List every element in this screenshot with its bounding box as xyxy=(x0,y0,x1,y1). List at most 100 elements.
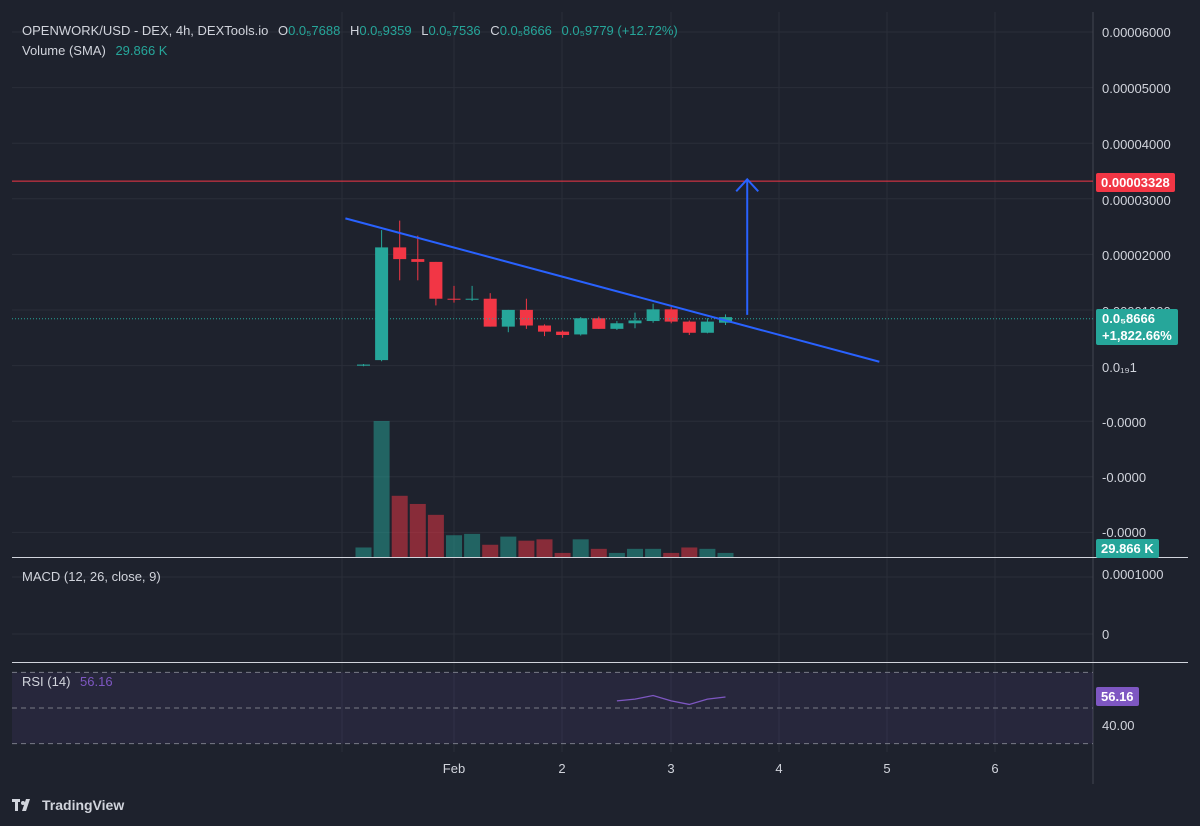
candle-body xyxy=(393,247,407,260)
target-arrow-head xyxy=(735,177,759,192)
last-price-change: +1,822.66% xyxy=(1102,328,1172,343)
candle-body xyxy=(574,318,588,335)
volume-bar xyxy=(590,548,607,557)
time-tick: 2 xyxy=(558,761,566,776)
volume-bar xyxy=(500,536,517,557)
candle xyxy=(411,235,425,281)
volume-bar xyxy=(699,548,716,557)
volume-bar xyxy=(717,552,734,557)
macd-tick: 0 xyxy=(1102,627,1110,642)
candle xyxy=(447,285,461,303)
open-label: O xyxy=(277,23,289,38)
candle-body xyxy=(610,323,624,329)
volume-bar xyxy=(536,539,553,557)
candle xyxy=(538,324,551,337)
price-tick: 0.00005000 xyxy=(1102,81,1171,96)
macd-legend: MACD (12, 26, close, 9) xyxy=(22,569,161,584)
candle-body xyxy=(447,298,461,300)
candle xyxy=(646,303,660,323)
candle-body xyxy=(700,321,714,333)
close-label: C xyxy=(490,23,500,38)
candle-body xyxy=(357,364,370,366)
candle xyxy=(574,317,588,336)
branding-text: TradingView xyxy=(42,797,125,813)
price-tick: -0.0000 xyxy=(1102,525,1147,540)
volume-bar xyxy=(554,552,571,557)
candle-body xyxy=(646,309,660,322)
candle-body xyxy=(519,309,533,326)
main-legend: OPENWORK/USD - DEX, 4h, DEXTools.io O0.0… xyxy=(22,23,678,38)
time-tick: Feb xyxy=(442,761,466,776)
candle-body xyxy=(465,298,479,300)
candle xyxy=(393,220,407,281)
candle xyxy=(429,261,443,306)
time-tick: 3 xyxy=(667,761,675,776)
open-value: 0.0₅7688 xyxy=(288,23,341,38)
volume-value: 29.866 K xyxy=(115,43,168,58)
price-tick: 0.00003000 xyxy=(1102,193,1171,208)
price-tick: -0.0000 xyxy=(1102,415,1147,430)
macd-label: MACD (12, 26, close, 9) xyxy=(22,569,161,584)
volume-bar xyxy=(645,548,662,557)
volume-bar xyxy=(627,548,643,557)
candle xyxy=(501,309,515,333)
volume-bar xyxy=(373,421,390,557)
volume-bar xyxy=(663,552,680,557)
candle-body xyxy=(592,318,606,329)
candle-body xyxy=(483,298,497,327)
candle xyxy=(556,330,570,338)
change-value: 0.0₅9779 (+12.72%) xyxy=(561,23,678,38)
candle xyxy=(610,321,624,330)
tradingview-icon xyxy=(12,799,30,811)
chart-frame[interactable]: OPENWORK/USD - DEX, 4h, DEXTools.io O0.0… xyxy=(12,12,1188,784)
rsi-tag: 56.16 xyxy=(1096,687,1139,706)
candle xyxy=(483,293,497,327)
candle xyxy=(700,318,714,334)
volume-bar xyxy=(409,503,426,557)
candle xyxy=(682,320,696,335)
candle xyxy=(465,285,479,301)
time-tick: 5 xyxy=(883,761,891,776)
symbol-title: OPENWORK/USD - DEX, 4h, DEXTools.io xyxy=(22,23,269,38)
volume-bar xyxy=(355,547,372,557)
volume-bar xyxy=(681,547,698,557)
candle xyxy=(519,298,533,329)
price-tick: 0.00002000 xyxy=(1102,248,1171,263)
high-value: 0.0₅9359 xyxy=(359,23,412,38)
candle-body xyxy=(628,320,642,324)
candle-body xyxy=(556,331,570,335)
candle-body xyxy=(538,325,551,332)
candle-body xyxy=(429,261,443,299)
volume-bar xyxy=(391,495,408,557)
volume-bar xyxy=(427,514,444,557)
high-label: H xyxy=(349,23,360,38)
candle-body xyxy=(682,321,696,333)
chart-canvas[interactable] xyxy=(12,12,1188,784)
low-value: 0.0₅7536 xyxy=(428,23,481,38)
close-value: 0.0₅8666 xyxy=(499,23,552,38)
candle-body xyxy=(411,259,425,262)
last-price-value: 0.0₅8666 xyxy=(1102,311,1155,326)
candle-body xyxy=(375,247,389,361)
macd-tick: 0.0001000 xyxy=(1102,567,1164,582)
price-tick: 0.00006000 xyxy=(1102,25,1171,40)
volume-label: Volume (SMA) xyxy=(22,43,106,58)
candle xyxy=(375,230,389,362)
tradingview-logo[interactable]: TradingView xyxy=(12,797,124,813)
volume-legend: Volume (SMA) 29.866 K xyxy=(22,43,167,58)
time-tick: 4 xyxy=(775,761,783,776)
rsi-line xyxy=(616,694,726,706)
candle-body xyxy=(664,309,678,322)
candle xyxy=(592,316,606,329)
low-label: L xyxy=(421,23,429,38)
candle xyxy=(357,364,370,367)
rsi-legend: RSI (14) 56.16 xyxy=(22,674,113,689)
price-tick: 0.00004000 xyxy=(1102,137,1171,152)
volume-bar xyxy=(464,533,481,557)
candle-body xyxy=(501,309,515,327)
rsi-tick: 40.00 xyxy=(1102,718,1135,733)
volume-bar xyxy=(446,535,462,557)
target-price-tag: 0.00003328 xyxy=(1096,173,1175,192)
trendline xyxy=(345,217,880,363)
volume-bar xyxy=(572,539,589,557)
